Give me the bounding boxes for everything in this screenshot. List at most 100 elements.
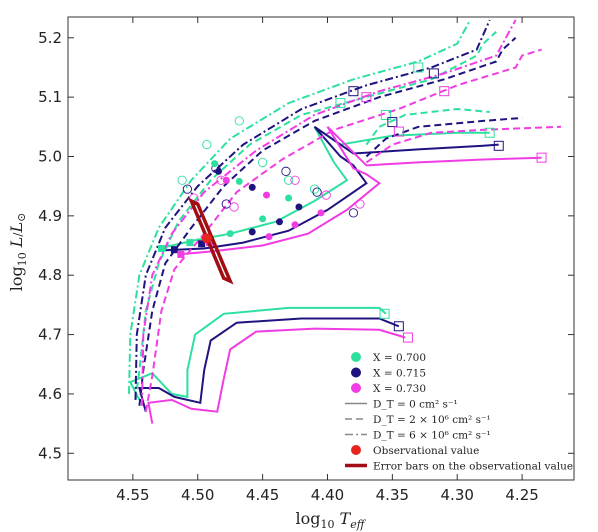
open-circle-X0730-4	[321, 190, 331, 200]
legend-label-4: D_T = 2 × 10⁶ cm² s⁻¹	[373, 414, 491, 426]
filled-dot-X0715-4	[248, 228, 256, 236]
open-square-X0700-0	[379, 308, 390, 319]
legend: X = 0.700 X = 0.715 X = 0.730 D_T = 0 cm² s…	[345, 352, 573, 473]
open-square-X0730-3	[361, 92, 372, 103]
filled-dot-X0715-6	[295, 203, 303, 211]
open-square-X0715-0	[393, 321, 404, 332]
plot-frame	[67, 16, 575, 481]
y-tick-label-7: 5.2	[38, 29, 62, 47]
x-tick-label-4: 4.35	[376, 486, 409, 504]
x-tick-label-0: 4.55	[116, 486, 149, 504]
y-axis-label: log10 L/L⊙	[7, 213, 29, 292]
filled-square-X0700-1	[186, 239, 194, 247]
open-circle-X0715-4	[312, 187, 322, 197]
series-line-X0715-dt2-8	[138, 37, 517, 406]
series-line-X0700-dt0-0	[128, 306, 387, 401]
legend-marker-6	[351, 445, 361, 455]
filled-dot-X0715-2	[215, 167, 223, 175]
filled-dot-X0700-2	[211, 160, 219, 168]
marker-layer	[157, 62, 547, 343]
svg-text:log10 L/L⊙: log10 L/L⊙	[7, 213, 29, 292]
series-line-X0730-dt6-14	[141, 19, 517, 406]
filled-dot-X0730-4	[265, 233, 273, 241]
filled-dot-X0730-5	[291, 221, 299, 229]
open-circle-X0715-5	[348, 208, 359, 218]
legend-label-3: D_T = 0 cm² s⁻¹	[373, 399, 458, 411]
y-tick-label-0: 4.5	[38, 444, 62, 462]
open-circle-X0700-3	[257, 157, 268, 168]
series-line-X0715-dt0-3	[165, 125, 499, 252]
filled-square-X0715-0	[170, 246, 178, 254]
open-square-X0730-4	[439, 86, 450, 97]
x-tick-label-6: 4.25	[505, 486, 538, 504]
filled-square-X0730-0	[177, 250, 185, 258]
series-line-X0715-dt0-2	[138, 317, 400, 412]
filled-dot-X0715-3	[248, 183, 256, 191]
series-line-X0730-dt0-5	[178, 126, 542, 256]
open-square-X0700-2	[380, 109, 391, 120]
open-square-X0730-2	[393, 126, 404, 137]
legend-label-0: X = 0.700	[373, 352, 426, 364]
y-tick-label-1: 4.6	[38, 385, 62, 403]
series-line-X0730-dt2-10	[144, 48, 542, 412]
x-axis-label: log10 Teff	[295, 509, 366, 531]
series-line-X0700-dt2-7	[365, 107, 490, 146]
open-square-X0715-4	[428, 68, 439, 79]
open-circle-X0700-0	[177, 175, 187, 185]
series-line-X0715-dt2-9	[365, 116, 523, 158]
open-circle-X0715-0	[182, 184, 193, 194]
filled-dot-X0730-6	[317, 209, 325, 217]
filled-dot-X0700-5	[259, 215, 267, 223]
series-line-X0700-dt2-6	[134, 31, 497, 401]
y-tick-label-3: 4.8	[38, 266, 62, 284]
series-line-X0730-dt0-4	[147, 327, 406, 424]
series-line-X0715-dt6-13	[134, 19, 491, 400]
open-circle-X0715-3	[281, 166, 291, 176]
filled-dot-X0700-4	[226, 230, 234, 238]
open-square-X0730-0	[402, 332, 413, 343]
open-square-X0715-1	[493, 140, 504, 151]
y-tick-label-6: 5.1	[38, 88, 62, 106]
y-tick-label-5: 5.0	[38, 147, 62, 165]
filled-dot-X0715-5	[275, 218, 283, 226]
y-tick-label-2: 4.7	[38, 326, 62, 344]
open-square-X0700-1	[484, 127, 495, 138]
y-tick-label-4: 4.9	[38, 207, 62, 225]
legend-label-2: X = 0.730	[373, 383, 426, 395]
legend-label-6: Observational value	[373, 445, 479, 457]
open-circle-X0730-2	[229, 202, 239, 212]
open-circle-X0700-5	[309, 184, 320, 194]
open-square-X0700-4	[413, 62, 424, 73]
filled-dot-X0730-3	[263, 191, 271, 199]
x-tick-label-1: 4.50	[181, 486, 214, 504]
legend-marker-0	[351, 352, 361, 362]
open-square-X0715-2	[387, 117, 398, 128]
legend-marker-1	[351, 367, 361, 378]
legend-label-5: D_T = 6 × 10⁶ cm² s⁻¹	[373, 430, 491, 442]
open-circle-X0730-3	[290, 175, 300, 185]
series-layer	[128, 19, 562, 424]
x-tick-label-2: 4.45	[246, 486, 279, 504]
x-tick-label-3: 4.40	[311, 486, 344, 504]
series-line-X0730-dt2-11	[365, 125, 562, 164]
legend-label-7: Error bars on the observational value	[373, 461, 573, 473]
tick-layer: 4.55 4.50 4.45 4.40 4.35 4.30 4.25 4.5 4.6 4.7 4.8…	[38, 17, 574, 504]
series-line-X0700-dt6-12	[128, 19, 472, 394]
open-square-X0700-3	[335, 98, 346, 109]
open-circle-X0730-5	[355, 199, 365, 209]
filled-dot-X0700-6	[285, 194, 293, 202]
filled-square-X0700-0	[157, 245, 165, 252]
filled-dot-X0700-3	[235, 177, 243, 185]
legend-marker-2	[351, 383, 361, 393]
error-bar-polygon	[187, 197, 234, 285]
open-circle-X0715-2	[221, 199, 231, 209]
open-circle-X0700-4	[283, 175, 294, 185]
open-square-X0715-3	[348, 86, 359, 97]
legend-label-1: X = 0.715	[373, 368, 426, 380]
open-square-X0730-1	[536, 152, 547, 163]
observational-point	[201, 233, 212, 244]
open-circle-X0700-2	[234, 116, 244, 126]
x-tick-label-5: 4.30	[441, 486, 474, 504]
open-circle-X0700-1	[202, 139, 212, 150]
